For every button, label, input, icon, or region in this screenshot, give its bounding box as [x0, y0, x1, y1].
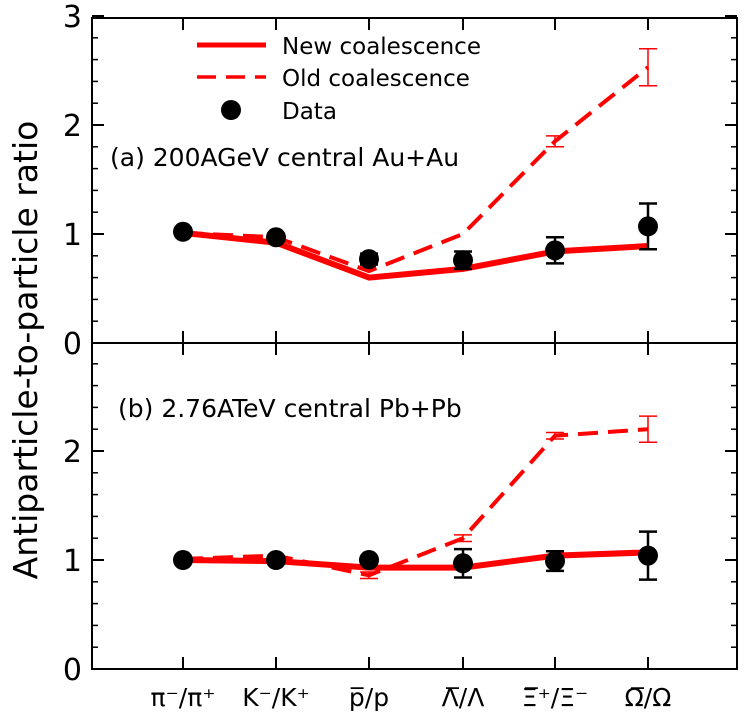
panel-a-data-point	[638, 216, 658, 237]
panel-b-data-point	[173, 550, 193, 570]
panel-a-new-coalescence-line	[182, 229, 649, 281]
legend-data-label: Data	[282, 99, 337, 125]
panel-b-title: (b) 2.76ATeV central Pb+Pb	[118, 394, 462, 423]
panel-a-ticks: 0 1 2 3	[63, 0, 737, 362]
panel-a-data-point	[266, 227, 286, 248]
x-category-label: π⁻/π⁺	[151, 683, 216, 712]
panel-a-data-point	[359, 249, 379, 270]
legend-old-coalescence-label: Old coalescence	[282, 66, 470, 92]
x-category-label: Λ̅/Λ	[442, 683, 485, 712]
panel-a-data-point	[173, 221, 193, 242]
panel-b-data-point	[453, 553, 473, 574]
legend: New coalescence Old coalescence Data	[197, 34, 481, 125]
panel-a-data-point	[545, 240, 565, 261]
panel-a-ytick-label: 1	[63, 218, 82, 253]
panel-b-marks	[173, 415, 658, 581]
panel-b-frame	[91, 342, 738, 670]
panel-b-ytick-label: 0	[63, 653, 82, 688]
panel-a-ytick-label: 2	[63, 109, 82, 144]
panel-b-data-point	[545, 551, 565, 572]
panel-b: 0 1 2 (b) 2.76ATeV central Pb+Pb	[63, 342, 738, 688]
panel-b-data-point	[266, 550, 286, 570]
panel-a-ytick-label: 0	[63, 327, 82, 362]
panel-a-ytick-label: 3	[63, 0, 82, 35]
panel-a-data-point	[453, 250, 473, 271]
x-axis-category-labels: π⁻/π⁺ K⁻/K⁺ p̅/p Λ̅/Λ Ξ̅⁺/Ξ⁻ Ω̅/Ω	[151, 683, 672, 712]
panel-b-ticks: 0 1 2	[63, 343, 737, 688]
panel-a-marks	[173, 47, 658, 281]
panel-b-data-point	[638, 545, 658, 566]
panel-a-old-coalescence-line	[182, 65, 650, 274]
panel-b-ytick-label: 1	[63, 544, 82, 579]
panel-b-old-coalescence-line	[182, 427, 649, 578]
legend-new-coalescence-label: New coalescence	[282, 34, 481, 60]
x-category-label: K⁻/K⁺	[242, 683, 310, 712]
panel-b-ytick-label: 2	[63, 435, 82, 470]
panel-a: 0 1 2 3 (a) 200AGeV central Au+Au New coale…	[63, 0, 738, 362]
panel-a-title: (a) 200AGeV central Au+Au	[110, 143, 459, 172]
x-category-label: p̅/p	[349, 683, 389, 712]
x-category-label: Ξ̅⁺/Ξ⁻	[522, 683, 588, 712]
panel-b-data-point	[359, 550, 379, 570]
panel-b-new-coalescence-line	[182, 549, 649, 571]
x-category-label: Ω̅/Ω	[625, 683, 672, 712]
y-axis-label: Antiparticle-to-particle ratio	[6, 121, 45, 580]
legend-data-marker	[221, 100, 241, 120]
